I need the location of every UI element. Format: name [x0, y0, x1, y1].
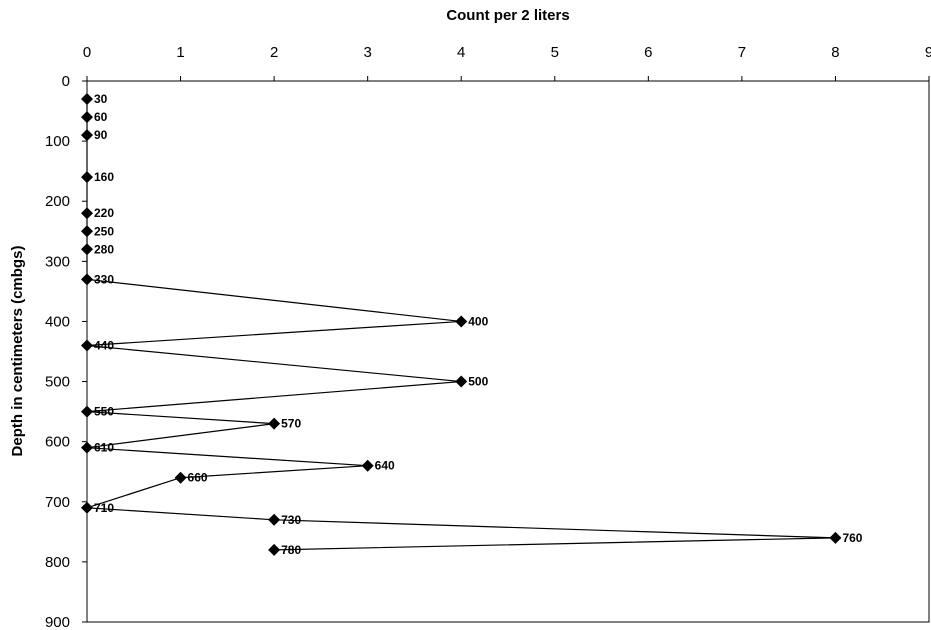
y-tick-label: 0: [62, 73, 70, 90]
x-tick-label: 2: [270, 44, 278, 61]
data-point-marker: [268, 543, 281, 556]
data-point-label: 60: [94, 110, 108, 124]
data-point-marker: [81, 273, 93, 286]
x-tick-label: 1: [176, 44, 184, 61]
data-point-label: 660: [188, 471, 208, 485]
data-point-label: 30: [94, 92, 108, 106]
data-point-label: 90: [94, 128, 108, 142]
data-point-marker: [81, 405, 93, 418]
data-point-label: 400: [468, 314, 488, 328]
y-tick-label: 500: [45, 374, 70, 391]
data-point-marker: [361, 459, 374, 472]
data-point-label: 330: [94, 272, 114, 286]
y-tick-label: 200: [45, 193, 70, 210]
data-point-marker: [455, 315, 468, 328]
data-point-marker: [81, 111, 93, 124]
y-tick-label: 700: [45, 494, 70, 511]
x-axis: 0 1 2 3 4 5 6 7 8 9: [83, 44, 931, 81]
data-point-marker: [81, 129, 93, 142]
data-point-label: 550: [94, 405, 114, 419]
plot-area: [86, 80, 930, 623]
y-tick-label: 300: [45, 253, 70, 270]
data-point-label: 760: [842, 531, 862, 545]
data-point-label: 610: [94, 441, 114, 455]
series-line: [86, 99, 836, 551]
y-axis: 0 100 200 300 400 500 600 700 800 900: [45, 73, 87, 630]
y-axis-title: Depth in centimeters (cmbgs): [9, 246, 26, 457]
data-point-label: 250: [94, 224, 114, 238]
data-point-label: 730: [281, 513, 301, 527]
data-point-marker: [268, 417, 281, 430]
data-point-marker: [81, 441, 93, 454]
data-point-label: 640: [375, 459, 395, 473]
data-point-label: 570: [281, 417, 301, 431]
data-point-marker: [81, 207, 93, 220]
y-tick-label: 100: [45, 133, 70, 150]
x-tick-label: 9: [925, 44, 931, 61]
x-tick-label: 5: [551, 44, 559, 61]
x-tick-label: 6: [644, 44, 652, 61]
series-layer: 30 60 90 160 220 250 280 330 400 440 500 550 570 610 6…: [81, 92, 863, 557]
data-point-label: 160: [94, 170, 114, 184]
data-point-label: 500: [468, 375, 488, 389]
data-point-marker: [174, 471, 187, 484]
data-point-label: 780: [281, 543, 301, 557]
x-tick-label: 8: [831, 44, 839, 61]
data-point-label: 280: [94, 242, 114, 256]
data-point-marker: [81, 339, 93, 352]
data-point-label: 710: [94, 501, 114, 515]
data-point-marker: [81, 93, 93, 106]
x-tick-label: 7: [738, 44, 746, 61]
data-point-marker: [455, 375, 468, 388]
data-point-marker: [268, 513, 281, 526]
y-tick-label: 600: [45, 434, 70, 451]
data-point-marker: [829, 531, 842, 544]
x-tick-label: 0: [83, 44, 91, 61]
data-point-label: 220: [94, 206, 114, 220]
data-point-label: 440: [94, 338, 114, 352]
data-point-marker: [81, 501, 93, 514]
y-tick-label: 900: [45, 614, 70, 630]
x-tick-label: 3: [363, 44, 371, 61]
data-point-marker: [81, 243, 93, 256]
y-tick-label: 800: [45, 554, 70, 571]
x-axis-title: Count per 2 liters: [446, 7, 569, 24]
x-tick-label: 4: [457, 44, 465, 61]
data-point-marker: [81, 171, 93, 184]
data-point-marker: [81, 225, 93, 238]
y-tick-label: 400: [45, 313, 70, 330]
